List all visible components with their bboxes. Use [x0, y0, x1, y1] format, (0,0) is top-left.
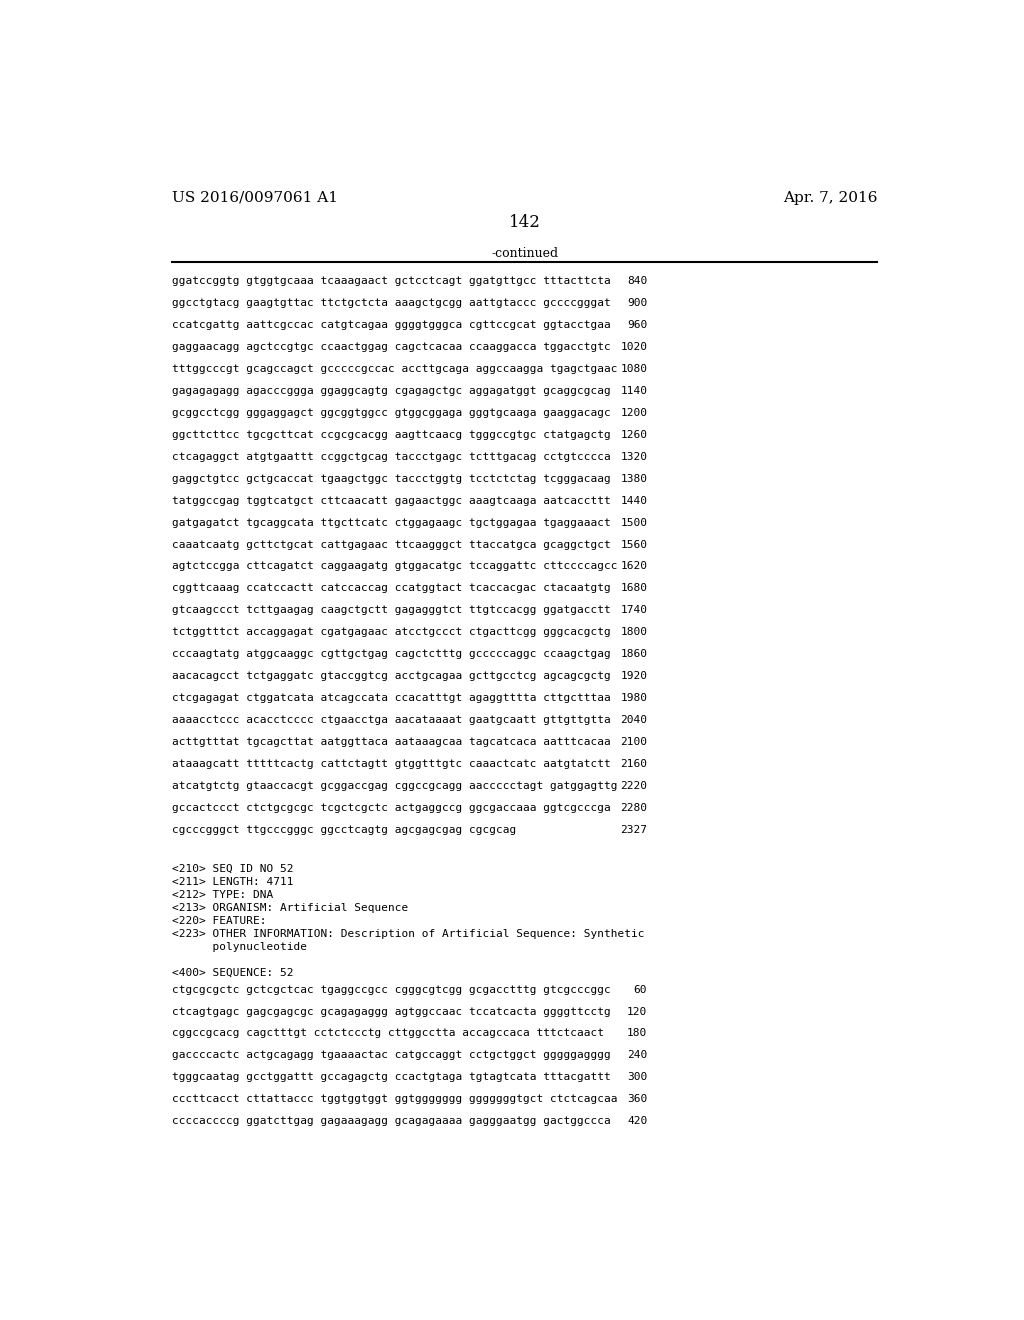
Text: 2100: 2100: [621, 737, 647, 747]
Text: tttggcccgt gcagccagct gcccccgccac accttgcaga aggccaagga tgagctgaac: tttggcccgt gcagccagct gcccccgccac accttg…: [172, 364, 617, 374]
Text: ggcttcttcc tgcgcttcat ccgcgcacgg aagttcaacg tgggccgtgc ctatgagctg: ggcttcttcc tgcgcttcat ccgcgcacgg aagttca…: [172, 430, 611, 440]
Text: US 2016/0097061 A1: US 2016/0097061 A1: [172, 191, 338, 205]
Text: 1980: 1980: [621, 693, 647, 704]
Text: 1140: 1140: [621, 385, 647, 396]
Text: caaatcaatg gcttctgcat cattgagaac ttcaagggct ttaccatgca gcaggctgct: caaatcaatg gcttctgcat cattgagaac ttcaagg…: [172, 540, 611, 549]
Text: <212> TYPE: DNA: <212> TYPE: DNA: [172, 890, 273, 900]
Text: 1380: 1380: [621, 474, 647, 483]
Text: 1920: 1920: [621, 671, 647, 681]
Text: ctgcgcgctc gctcgctcac tgaggccgcc cgggcgtcgg gcgacctttg gtcgcccggc: ctgcgcgctc gctcgctcac tgaggccgcc cgggcgt…: [172, 985, 611, 994]
Text: ataaagcatt tttttcactg cattctagtt gtggtttgtc caaactcatc aatgtatctt: ataaagcatt tttttcactg cattctagtt gtggttt…: [172, 759, 611, 770]
Text: 2280: 2280: [621, 803, 647, 813]
Text: cgcccgggct ttgcccgggc ggcctcagtg agcgagcgag cgcgcag: cgcccgggct ttgcccgggc ggcctcagtg agcgagc…: [172, 825, 516, 834]
Text: 120: 120: [627, 1007, 647, 1016]
Text: 420: 420: [627, 1117, 647, 1126]
Text: -continued: -continued: [492, 247, 558, 260]
Text: tctggtttct accaggagat cgatgagaac atcctgccct ctgacttcgg gggcacgctg: tctggtttct accaggagat cgatgagaac atcctgc…: [172, 627, 611, 638]
Text: 1740: 1740: [621, 606, 647, 615]
Text: <223> OTHER INFORMATION: Description of Artificial Sequence: Synthetic: <223> OTHER INFORMATION: Description of …: [172, 929, 645, 939]
Text: <210> SEQ ID NO 52: <210> SEQ ID NO 52: [172, 863, 294, 874]
Text: <213> ORGANISM: Artificial Sequence: <213> ORGANISM: Artificial Sequence: [172, 903, 409, 913]
Text: ggatccggtg gtggtgcaaa tcaaagaact gctcctcagt ggatgttgcc tttacttcta: ggatccggtg gtggtgcaaa tcaaagaact gctcctc…: [172, 276, 611, 286]
Text: agtctccgga cttcagatct caggaagatg gtggacatgc tccaggattc cttccccagcc: agtctccgga cttcagatct caggaagatg gtggaca…: [172, 561, 617, 572]
Text: ctcagaggct atgtgaattt ccggctgcag taccctgagc tctttgacag cctgtcccca: ctcagaggct atgtgaattt ccggctgcag taccctg…: [172, 451, 611, 462]
Text: 240: 240: [627, 1051, 647, 1060]
Text: 840: 840: [627, 276, 647, 286]
Text: cccttcacct cttattaccc tggtggtggt ggtggggggg gggggggtgct ctctcagcaa: cccttcacct cttattaccc tggtggtggt ggtgggg…: [172, 1094, 617, 1105]
Text: cggccgcacg cagctttgt cctctccctg cttggcctta accagccaca tttctcaact: cggccgcacg cagctttgt cctctccctg cttggcct…: [172, 1028, 604, 1039]
Text: cccaagtatg atggcaaggc cgttgctgag cagctctttg gcccccaggc ccaagctgag: cccaagtatg atggcaaggc cgttgctgag cagctct…: [172, 649, 611, 659]
Text: ctcagtgagc gagcgagcgc gcagagaggg agtggccaac tccatcacta ggggttcctg: ctcagtgagc gagcgagcgc gcagagaggg agtggcc…: [172, 1007, 611, 1016]
Text: 2040: 2040: [621, 715, 647, 725]
Text: gtcaagccct tcttgaagag caagctgctt gagagggtct ttgtccacgg ggatgacctt: gtcaagccct tcttgaagag caagctgctt gagaggg…: [172, 606, 611, 615]
Text: 2220: 2220: [621, 781, 647, 791]
Text: gcggcctcgg gggaggagct ggcggtggcc gtggcggaga gggtgcaaga gaaggacagc: gcggcctcgg gggaggagct ggcggtggcc gtggcgg…: [172, 408, 611, 418]
Text: 1560: 1560: [621, 540, 647, 549]
Text: 2160: 2160: [621, 759, 647, 770]
Text: aaaacctccc acacctcccc ctgaacctga aacataaaat gaatgcaatt gttgttgtta: aaaacctccc acacctcccc ctgaacctga aacataa…: [172, 715, 611, 725]
Text: <220> FEATURE:: <220> FEATURE:: [172, 916, 266, 927]
Text: gccactccct ctctgcgcgc tcgctcgctc actgaggccg ggcgaccaaa ggtcgcccga: gccactccct ctctgcgcgc tcgctcgctc actgagg…: [172, 803, 611, 813]
Text: gagagagagg agacccggga ggaggcagtg cgagagctgc aggagatggt gcaggcgcag: gagagagagg agacccggga ggaggcagtg cgagagc…: [172, 385, 611, 396]
Text: 360: 360: [627, 1094, 647, 1105]
Text: 2327: 2327: [621, 825, 647, 834]
Text: 900: 900: [627, 298, 647, 308]
Text: ctcgagagat ctggatcata atcagccata ccacatttgt agaggtttta cttgctttaa: ctcgagagat ctggatcata atcagccata ccacatt…: [172, 693, 611, 704]
Text: 180: 180: [627, 1028, 647, 1039]
Text: ccccaccccg ggatcttgag gagaaagagg gcagagaaaa gagggaatgg gactggccca: ccccaccccg ggatcttgag gagaaagagg gcagaga…: [172, 1117, 611, 1126]
Text: 1440: 1440: [621, 496, 647, 506]
Text: 1080: 1080: [621, 364, 647, 374]
Text: ccatcgattg aattcgccac catgtcagaa ggggtgggca cgttccgcat ggtacctgaa: ccatcgattg aattcgccac catgtcagaa ggggtgg…: [172, 321, 611, 330]
Text: tgggcaatag gcctggattt gccagagctg ccactgtaga tgtagtcata tttacgattt: tgggcaatag gcctggattt gccagagctg ccactgt…: [172, 1072, 611, 1082]
Text: 1260: 1260: [621, 430, 647, 440]
Text: 300: 300: [627, 1072, 647, 1082]
Text: 960: 960: [627, 321, 647, 330]
Text: ggcctgtacg gaagtgttac ttctgctcta aaagctgcgg aattgtaccc gccccgggat: ggcctgtacg gaagtgttac ttctgctcta aaagctg…: [172, 298, 611, 308]
Text: 1020: 1020: [621, 342, 647, 352]
Text: aacacagcct tctgaggatc gtaccggtcg acctgcagaa gcttgcctcg agcagcgctg: aacacagcct tctgaggatc gtaccggtcg acctgca…: [172, 671, 611, 681]
Text: 1500: 1500: [621, 517, 647, 528]
Text: cggttcaaag ccatccactt catccaccag ccatggtact tcaccacgac ctacaatgtg: cggttcaaag ccatccactt catccaccag ccatggt…: [172, 583, 611, 594]
Text: atcatgtctg gtaaccacgt gcggaccgag cggccgcagg aaccccctagt gatggagttg: atcatgtctg gtaaccacgt gcggaccgag cggccgc…: [172, 781, 617, 791]
Text: 1860: 1860: [621, 649, 647, 659]
Text: <211> LENGTH: 4711: <211> LENGTH: 4711: [172, 876, 294, 887]
Text: 60: 60: [634, 985, 647, 994]
Text: gaggaacagg agctccgtgc ccaactggag cagctcacaa ccaaggacca tggacctgtc: gaggaacagg agctccgtgc ccaactggag cagctca…: [172, 342, 611, 352]
Text: tatggccgag tggtcatgct cttcaacatt gagaactggc aaagtcaaga aatcaccttt: tatggccgag tggtcatgct cttcaacatt gagaact…: [172, 496, 611, 506]
Text: <400> SEQUENCE: 52: <400> SEQUENCE: 52: [172, 968, 294, 978]
Text: 1620: 1620: [621, 561, 647, 572]
Text: gatgagatct tgcaggcata ttgcttcatc ctggagaagc tgctggagaa tgaggaaact: gatgagatct tgcaggcata ttgcttcatc ctggaga…: [172, 517, 611, 528]
Text: polynucleotide: polynucleotide: [172, 942, 307, 952]
Text: 1200: 1200: [621, 408, 647, 418]
Text: 142: 142: [509, 214, 541, 231]
Text: 1320: 1320: [621, 451, 647, 462]
Text: Apr. 7, 2016: Apr. 7, 2016: [783, 191, 878, 205]
Text: 1680: 1680: [621, 583, 647, 594]
Text: gaggctgtcc gctgcaccat tgaagctggc taccctggtg tcctctctag tcgggacaag: gaggctgtcc gctgcaccat tgaagctggc taccctg…: [172, 474, 611, 483]
Text: gaccccactc actgcagagg tgaaaactac catgccaggt cctgctggct gggggagggg: gaccccactc actgcagagg tgaaaactac catgcca…: [172, 1051, 611, 1060]
Text: 1800: 1800: [621, 627, 647, 638]
Text: acttgtttat tgcagcttat aatggttaca aataaagcaa tagcatcaca aatttcacaa: acttgtttat tgcagcttat aatggttaca aataaag…: [172, 737, 611, 747]
